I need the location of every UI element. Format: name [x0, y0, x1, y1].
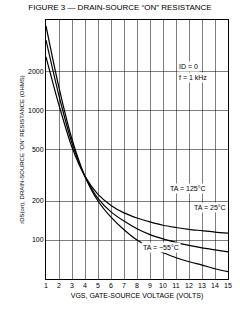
- svg-text:9: 9: [148, 282, 152, 289]
- svg-text:200: 200: [32, 197, 44, 204]
- svg-text:14: 14: [211, 282, 219, 289]
- svg-text:7: 7: [122, 282, 126, 289]
- svg-text:rDS(on), DRAIN-SOURCE “ON” RES: rDS(on), DRAIN-SOURCE “ON” RESISTANCE (O…: [19, 75, 25, 224]
- svg-text:5: 5: [96, 282, 100, 289]
- svg-text:12: 12: [185, 282, 193, 289]
- svg-text:TA = 25°C: TA = 25°C: [194, 204, 226, 211]
- svg-text:500: 500: [32, 146, 44, 153]
- svg-text:ID = 0: ID = 0: [179, 63, 198, 70]
- svg-text:FIGURE 3 — DRAIN-SOURCE “ON” R: FIGURE 3 — DRAIN-SOURCE “ON” RESISTANCE: [28, 3, 211, 12]
- svg-text:4: 4: [83, 282, 87, 289]
- svg-text:1: 1: [44, 282, 48, 289]
- svg-text:1000: 1000: [28, 107, 44, 114]
- svg-text:f = 1 kHz: f = 1 kHz: [179, 74, 207, 81]
- svg-text:6: 6: [109, 282, 113, 289]
- svg-text:VGS, GATE-SOURCE VOLTAGE (VOLT: VGS, GATE-SOURCE VOLTAGE (VOLTS): [71, 292, 204, 300]
- svg-text:10: 10: [159, 282, 167, 289]
- svg-text:3: 3: [70, 282, 74, 289]
- svg-text:15: 15: [224, 282, 232, 289]
- svg-text:8: 8: [135, 282, 139, 289]
- svg-text:TA = −55°C: TA = −55°C: [143, 244, 179, 251]
- svg-text:13: 13: [198, 282, 206, 289]
- svg-text:11: 11: [172, 282, 179, 289]
- svg-text:2: 2: [57, 282, 61, 289]
- svg-text:100: 100: [32, 236, 44, 243]
- svg-text:2000: 2000: [28, 68, 44, 75]
- svg-text:TA = 125°C: TA = 125°C: [170, 185, 206, 192]
